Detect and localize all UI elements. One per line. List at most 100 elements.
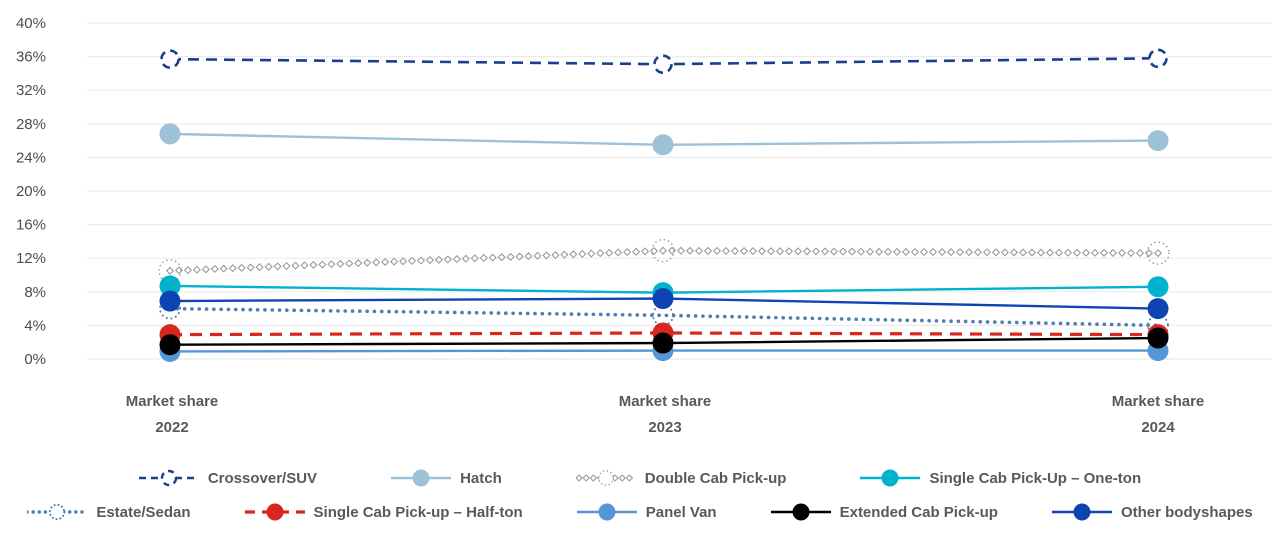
marker-extended-cab-pick-up-2023[interactable] <box>652 332 674 354</box>
legend-item-other-bodyshapes[interactable]: Other bodyshapes <box>1051 500 1253 524</box>
legend-item-panel-van[interactable]: Panel Van <box>576 500 717 524</box>
x-axis-label-line1: Market share <box>125 393 219 410</box>
diamond-segment <box>596 249 605 258</box>
marker-hatch-2022[interactable] <box>159 123 181 145</box>
marker-hatch-2024[interactable] <box>1147 130 1169 152</box>
marker-crossover-suv-2024[interactable] <box>1148 48 1168 69</box>
marker-single-cab-pick-up-one-ton-2022[interactable] <box>159 275 181 297</box>
y-tick-12: 12% <box>16 250 46 267</box>
diamond-segment <box>300 261 309 270</box>
diamond-segment <box>443 255 452 264</box>
series-line-single-cab-pick-up-half-ton <box>169 331 1159 337</box>
x-axis-label-2022: Market share 2022 <box>72 389 272 441</box>
diamond-segment <box>515 252 524 261</box>
diamond-segment <box>533 251 542 260</box>
diamond-segment <box>667 246 677 255</box>
x-axis-label-line2: 2023 <box>648 419 682 436</box>
extended-cab-pick-up-legend-marker <box>770 503 831 521</box>
legend-label: Single Cab Pick-up – Half-ton <box>313 503 523 521</box>
marker-other-bodyshapes-2024[interactable] <box>1147 298 1169 320</box>
diamond-segment <box>757 247 767 256</box>
series-line-estate-sedan <box>168 306 1160 328</box>
diamond-segment <box>730 246 740 256</box>
diamond-segment <box>461 254 470 263</box>
diamond-segment <box>892 247 902 256</box>
x-axis-label-line2: 2024 <box>1141 419 1175 436</box>
legend-item-single-cab-pick-up-one-ton[interactable]: Single Cab Pick-Up – One-ton <box>860 466 1141 490</box>
marker-double-cab-pick-up-2023[interactable] <box>651 238 675 263</box>
diamond-segment <box>309 260 318 270</box>
diamond-segment <box>973 248 983 257</box>
single-cab-pick-up-one-ton-legend-marker <box>860 469 921 487</box>
series-crossover-suv <box>160 48 1168 74</box>
diamond-segment <box>847 247 857 256</box>
diamond-segment <box>363 258 372 267</box>
diamond-segment <box>640 247 650 256</box>
legend-item-crossover-suv[interactable]: Crossover/SUV <box>138 466 318 490</box>
marker-crossover-suv-2023[interactable] <box>653 54 673 74</box>
legend-item-extended-cab-pick-up[interactable]: Extended Cab Pick-up <box>770 500 998 524</box>
legend-item-estate-sedan[interactable]: Estate/Sedan <box>27 500 191 524</box>
diamond-segment <box>488 253 497 262</box>
marker-double-cab-pick-up-2024[interactable] <box>1146 241 1170 265</box>
marker-other-bodyshapes-2022[interactable] <box>159 290 181 312</box>
marker-extended-cab-pick-up-2024[interactable] <box>1147 327 1169 349</box>
diamond-segment <box>775 247 785 256</box>
diamond-segment <box>587 249 596 258</box>
series-extended-cab-pick-up <box>159 327 1169 356</box>
y-tick-40: 40% <box>16 15 46 32</box>
diamond-segment <box>551 250 560 260</box>
diamond-segment <box>721 246 731 256</box>
diamond-segment <box>1135 248 1145 258</box>
diamond-segment <box>497 253 506 262</box>
legend-label: Panel Van <box>645 503 717 521</box>
legend-row-1: Crossover/SUV Hatch Double Cab Pick-up Sing… <box>0 466 1280 490</box>
diamond-segment <box>578 249 587 259</box>
diamond-segment <box>381 257 390 267</box>
diamond-segment <box>1054 248 1064 257</box>
diamond-segment <box>273 262 282 271</box>
marker-single-cab-pick-up-one-ton-2024[interactable] <box>1147 276 1169 298</box>
diamond-segment <box>964 248 974 257</box>
series-double-cab-pick-up <box>158 238 1170 283</box>
diamond-segment <box>1081 248 1091 257</box>
diamond-segment <box>470 254 479 263</box>
legend-label: Other bodyshapes <box>1120 503 1253 521</box>
diamond-segment <box>937 247 947 257</box>
x-axis-label-line1: Market share <box>618 393 712 410</box>
single-cab-pick-up-half-ton-legend-marker <box>244 503 305 521</box>
diamond-segment <box>201 265 210 274</box>
series-hatch <box>159 123 1169 156</box>
marker-hatch-2023[interactable] <box>652 134 674 156</box>
diamond-segment <box>327 260 336 269</box>
diamond-segment <box>1144 249 1154 258</box>
diamond-segment <box>416 256 426 265</box>
y-tick-20: 20% <box>16 183 46 200</box>
legend-item-single-cab-pick-up-half-ton[interactable]: Single Cab Pick-up – Half-ton <box>244 500 523 524</box>
marker-other-bodyshapes-2023[interactable] <box>652 288 674 310</box>
diamond-segment <box>1099 248 1109 257</box>
legend-item-hatch[interactable]: Hatch <box>391 466 502 490</box>
diamond-segment <box>1027 248 1037 257</box>
legend-label: Crossover/SUV <box>207 469 318 487</box>
diamond-segment <box>1108 248 1118 258</box>
y-tick-36: 36% <box>16 49 46 66</box>
diamond-segment <box>425 256 435 265</box>
diamond-segment <box>1090 248 1100 257</box>
diamond-segment <box>174 266 184 275</box>
diamond-segment <box>784 247 794 256</box>
diamond-segment <box>793 247 803 256</box>
marker-extended-cab-pick-up-2022[interactable] <box>159 334 181 356</box>
x-axis-label-line1: Market share <box>1111 393 1205 410</box>
diamond-segment <box>676 246 686 255</box>
diamond-segment <box>1018 248 1028 257</box>
diamond-segment <box>614 248 623 257</box>
diamond-segment <box>479 253 488 263</box>
diamond-segment <box>883 247 893 256</box>
diamond-segment <box>318 260 327 269</box>
diamond-segment <box>605 248 614 257</box>
diamond-segment <box>1153 249 1163 258</box>
marker-crossover-suv-2022[interactable] <box>160 49 180 69</box>
legend-item-double-cab-pick-up[interactable]: Double Cab Pick-up <box>575 466 786 490</box>
diamond-segment <box>1063 248 1073 257</box>
